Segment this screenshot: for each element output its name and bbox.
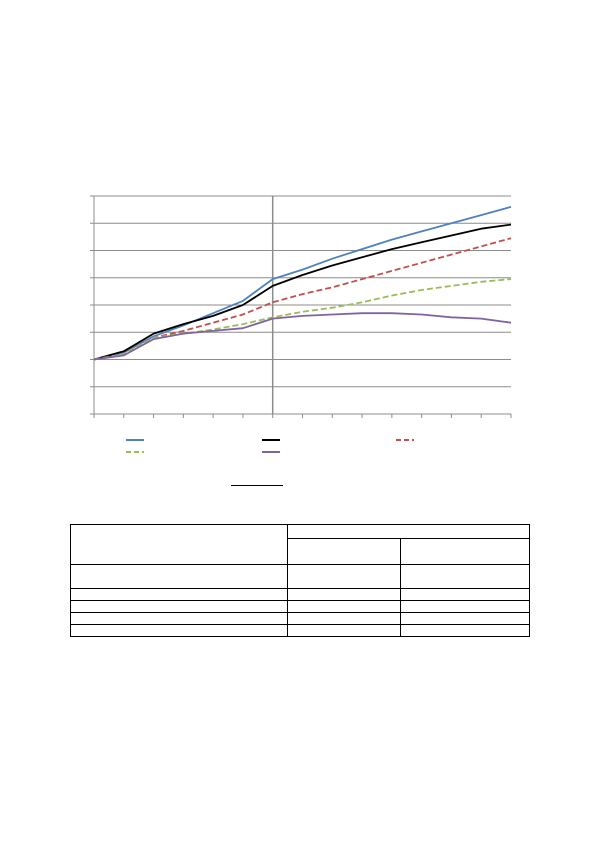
legend: [126, 439, 414, 453]
table-cell: [287, 624, 401, 637]
series-line-4: [93, 278, 512, 361]
series-line-3: [93, 237, 512, 361]
chart-axes: [90, 195, 512, 418]
table-header-cell: [287, 524, 530, 539]
series-lines: [93, 206, 512, 361]
table-cell: [287, 564, 401, 589]
table-header-cell: [400, 538, 530, 565]
table-cell: [400, 624, 530, 637]
table-cell: [70, 600, 288, 613]
table-cell: [400, 588, 530, 601]
table-cell: [70, 612, 288, 625]
table-subheader-row: [71, 538, 530, 565]
series-line-2: [93, 223, 512, 361]
table-cell: [400, 612, 530, 625]
table-cell: [400, 564, 530, 589]
table-header-cell: [287, 538, 401, 565]
table-cell: [70, 624, 288, 637]
table-header-cell: [70, 524, 288, 565]
table-cell: [70, 564, 288, 589]
table-row: [70, 600, 530, 613]
table-row: [70, 588, 530, 601]
series-line-1: [93, 206, 512, 361]
signature-rule: [231, 485, 283, 486]
table-cell: [70, 588, 288, 601]
data-table: [70, 524, 530, 637]
table-cell: [400, 600, 530, 613]
table-row: [70, 612, 530, 625]
table-cell: [287, 600, 401, 613]
table-cell: [287, 612, 401, 625]
table-header-row: [70, 524, 530, 565]
table-cell: [287, 588, 401, 601]
series-line-5: [93, 312, 512, 361]
table-row: [70, 564, 530, 589]
table-row: [70, 624, 530, 637]
